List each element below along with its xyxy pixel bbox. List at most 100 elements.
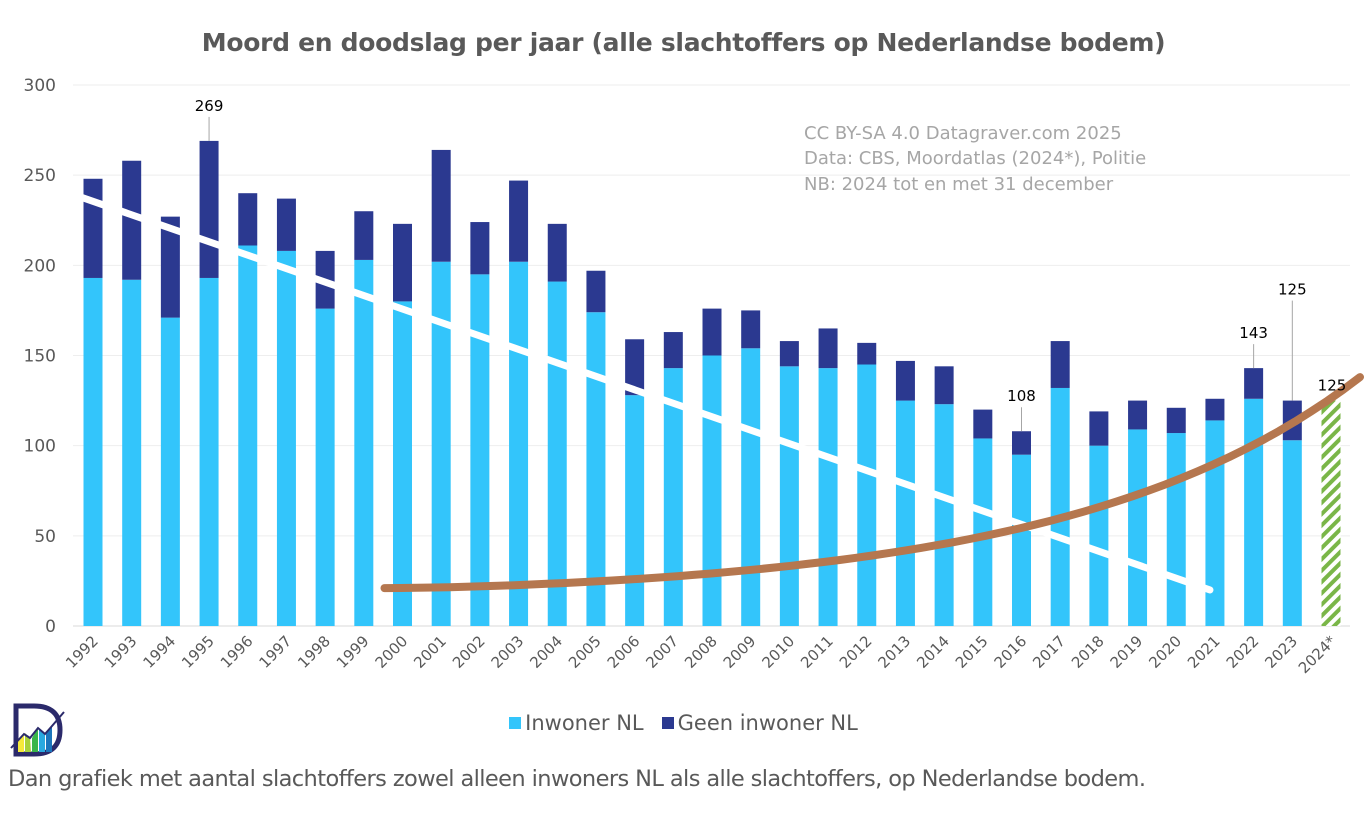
data-label: 269 (195, 97, 224, 115)
x-tick-label: 1999 (333, 632, 373, 672)
x-tick-label: 2019 (1107, 632, 1147, 672)
bar-inwoner-nl (1050, 387, 1070, 626)
bar-geen-inwoner-nl (160, 216, 180, 318)
x-tick-label: 2016 (991, 632, 1031, 672)
bar-inwoner-nl (547, 281, 567, 626)
bar-inwoner-nl (818, 368, 838, 626)
bar-geen-inwoner-nl (1012, 431, 1031, 455)
y-tick-label: 150 (24, 347, 56, 367)
bar-inwoner-nl (779, 366, 799, 626)
x-tick-label: 2014 (913, 632, 953, 672)
annotation-note: NB: 2024 tot en met 31 december (804, 174, 1114, 195)
bar-geen-inwoner-nl (276, 198, 296, 251)
bar-geen-inwoner-nl (625, 339, 645, 396)
bar-inwoner-nl (663, 368, 683, 626)
x-tick-label: 2013 (875, 632, 915, 672)
x-tick-label: 2001 (410, 632, 450, 672)
bar-geen-inwoner-nl (586, 270, 606, 313)
x-tick-label: 2003 (488, 632, 528, 672)
legend-item-inwoner: Inwoner NL (509, 711, 644, 735)
legend-swatch-inwoner (509, 717, 522, 729)
x-tick-label: 1998 (294, 632, 334, 672)
x-tick-label: 2009 (720, 632, 760, 672)
bar-geen-inwoner-nl (354, 211, 374, 260)
y-tick-label: 300 (24, 76, 56, 96)
bar-geen-inwoner-nl (895, 360, 915, 401)
x-tick-label: 1992 (62, 632, 102, 672)
data-label: 125 (1318, 377, 1347, 395)
x-tick-label: 1996 (217, 632, 257, 672)
trendlines (76, 193, 1364, 594)
y-tick-label: 250 (24, 166, 56, 186)
bar-inwoner-nl (315, 308, 335, 626)
bar-inwoner-nl (934, 404, 954, 626)
data-label: 125 (1278, 281, 1307, 299)
bar-inwoner-nl (1205, 420, 1225, 626)
bar-geen-inwoner-nl (1205, 398, 1225, 421)
x-tick-label: 2002 (449, 632, 489, 672)
bar-geen-inwoner-nl (1244, 368, 1264, 399)
bar-geen-inwoner-nl (431, 149, 451, 262)
bar-inwoner-nl (586, 312, 606, 626)
bar-inwoner-nl (160, 317, 180, 626)
x-tick-label: 2007 (642, 632, 682, 672)
bar-geen-inwoner-nl (934, 366, 954, 405)
legend-swatch-geen-inwoner (661, 717, 674, 729)
legend-label-inwoner: Inwoner NL (525, 711, 644, 735)
bar-geen-inwoner-nl (973, 409, 993, 439)
x-tick-label: 2004 (526, 632, 566, 672)
source-annotation: CC BY-SA 4.0 Datagraver.com 2025 Data: C… (804, 123, 1146, 195)
bar-geen-inwoner-nl (122, 160, 142, 280)
x-axis: 1992199319941995199619971998199920002001… (62, 632, 1340, 677)
data-labels: 269 108 143 125 125 (195, 97, 1347, 432)
data-label: 143 (1239, 324, 1268, 342)
bar-geen-inwoner-nl (818, 328, 838, 369)
x-tick-label: 2024* (1295, 632, 1340, 677)
bar-inwoner-nl (122, 279, 142, 626)
bar-geen-inwoner-nl (238, 193, 258, 246)
caption: Dan grafiek met aantal slachtoffers zowe… (8, 766, 1146, 792)
x-tick-label: 2000 (372, 632, 412, 672)
bar-inwoner-nl (1244, 398, 1264, 626)
bar-inwoner-nl (1282, 440, 1302, 626)
bar-geen-inwoner-nl (857, 342, 877, 365)
bar-inwoner-nl (1128, 429, 1148, 626)
bars (83, 140, 1341, 626)
x-tick-label: 2015 (952, 632, 992, 672)
x-tick-label: 2021 (1184, 632, 1224, 672)
bar-inwoner-nl (199, 277, 219, 626)
bar-inwoner-nl (1166, 433, 1186, 626)
legend-label-geen-inwoner: Geen inwoner NL (677, 711, 858, 735)
x-tick-label: 2005 (565, 632, 605, 672)
bar-geen-inwoner-nl (393, 223, 412, 302)
trendline-increasing (380, 373, 1364, 593)
bar-geen-inwoner-nl (547, 223, 567, 282)
x-tick-label: 2006 (604, 632, 644, 672)
legend: Inwoner NL Geen inwoner NL (0, 711, 1367, 735)
data-label: 108 (1007, 387, 1036, 405)
x-tick-label: 1997 (256, 632, 296, 672)
chart-title: Moord en doodslag per jaar (alle slachto… (201, 28, 1166, 57)
y-tick-label: 50 (34, 527, 56, 547)
bar-inwoner-nl (1012, 454, 1031, 626)
y-tick-label: 100 (24, 437, 56, 457)
bar-inwoner-nl (741, 348, 761, 626)
y-axis: 0 50 100 150 200 250 300 (24, 76, 56, 637)
bar-geen-inwoner-nl (663, 332, 683, 369)
x-tick-label: 2008 (681, 632, 721, 672)
bar-inwoner-nl (1089, 445, 1109, 626)
bar-geen-inwoner-nl (1128, 400, 1148, 430)
bar-inwoner-nl (354, 259, 374, 626)
legend-item-geen-inwoner: Geen inwoner NL (661, 711, 858, 735)
bar-geen-inwoner-nl (1089, 411, 1109, 446)
bar-geen-inwoner-nl (702, 308, 722, 356)
bar-inwoner-nl (625, 395, 645, 626)
bar-inwoner-nl (83, 277, 103, 626)
y-tick-label: 0 (45, 617, 56, 637)
bar-2024-provisional (1321, 400, 1341, 626)
y-tick-label: 200 (24, 256, 56, 276)
bar-geen-inwoner-nl (470, 222, 490, 275)
bar-geen-inwoner-nl (741, 310, 761, 349)
x-tick-label: 1995 (178, 632, 218, 672)
